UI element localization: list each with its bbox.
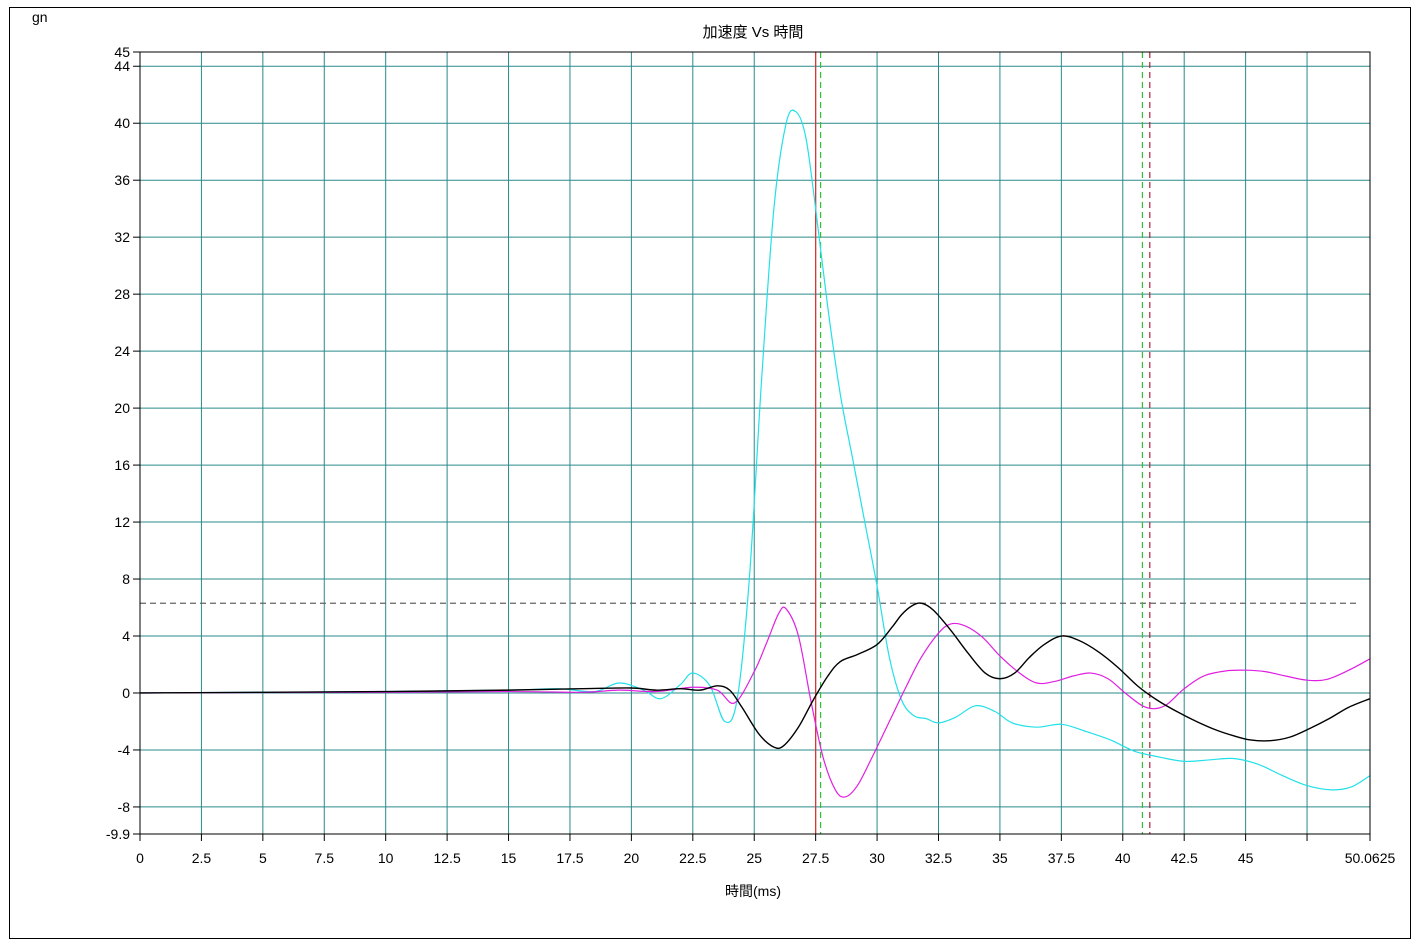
x-tick-label: 32.5 bbox=[925, 850, 952, 866]
x-tick-label: 22.5 bbox=[679, 850, 706, 866]
y-tick-label: 45 bbox=[114, 44, 130, 60]
y-tick-label: 16 bbox=[114, 457, 130, 473]
y-tick-label: 32 bbox=[114, 229, 130, 245]
x-tick-label: 2.5 bbox=[192, 850, 212, 866]
x-tick-label: 5 bbox=[259, 850, 267, 866]
x-tick-label: 15 bbox=[501, 850, 517, 866]
series-line-1 bbox=[139, 109, 1371, 791]
x-tick-label: 42.5 bbox=[1171, 850, 1198, 866]
series-line-3 bbox=[139, 602, 1371, 750]
x-tick-label: 37.5 bbox=[1048, 850, 1075, 866]
y-tick-label: 0 bbox=[122, 685, 130, 701]
y-tick-label: -4 bbox=[118, 742, 131, 758]
x-tick-label: 17.5 bbox=[556, 850, 583, 866]
chart-title: 加速度 Vs 時間 bbox=[703, 24, 804, 41]
x-tick-label: 45 bbox=[1238, 850, 1254, 866]
acceleration-chart: 0 2.5 5 7.5 10 12.5 15 17.5 20 22.5 25 27.5 30 32.5 35… bbox=[32, 9, 1396, 899]
y-tick-label: 4 bbox=[122, 628, 130, 644]
x-tick-label: 50.0625 bbox=[1345, 850, 1396, 866]
x-tick-label: 25 bbox=[746, 850, 762, 866]
x-tick-label: 30 bbox=[869, 850, 885, 866]
y-tick-label: 40 bbox=[114, 115, 130, 131]
x-tick-label: 12.5 bbox=[433, 850, 460, 866]
x-tick-label: 35 bbox=[992, 850, 1008, 866]
y-tick-label: 36 bbox=[114, 172, 130, 188]
x-tick-label: 27.5 bbox=[802, 850, 829, 866]
y-tick-label: -9.9 bbox=[106, 826, 130, 842]
x-tick-label: 20 bbox=[624, 850, 640, 866]
y-tick-label: 44 bbox=[114, 58, 130, 74]
x-tick-label: 40 bbox=[1115, 850, 1131, 866]
reference-lines bbox=[140, 52, 1358, 834]
y-tick-label: -8 bbox=[118, 799, 131, 815]
y-tick-label: 8 bbox=[122, 571, 130, 587]
plot-border bbox=[139, 51, 1371, 835]
x-tick-label: 10 bbox=[378, 850, 394, 866]
series-layer bbox=[139, 109, 1371, 798]
y-tick-label: 24 bbox=[114, 343, 130, 359]
ticks: 0 2.5 5 7.5 10 12.5 15 17.5 20 22.5 25 27.5 30 32.5 35… bbox=[106, 44, 1396, 866]
y-tick-label: 20 bbox=[114, 400, 130, 416]
y-axis-label: gn bbox=[32, 9, 48, 25]
series-line-2 bbox=[139, 606, 1371, 798]
y-tick-label: 28 bbox=[114, 286, 130, 302]
chart-frame: 0 2.5 5 7.5 10 12.5 15 17.5 20 22.5 25 27.5 30 32.5 35… bbox=[9, 7, 1411, 939]
x-tick-label: 0 bbox=[136, 850, 144, 866]
x-tick-label: 7.5 bbox=[315, 850, 335, 866]
y-tick-label: 12 bbox=[114, 514, 130, 530]
x-axis-label: 時間(ms) bbox=[725, 883, 781, 899]
